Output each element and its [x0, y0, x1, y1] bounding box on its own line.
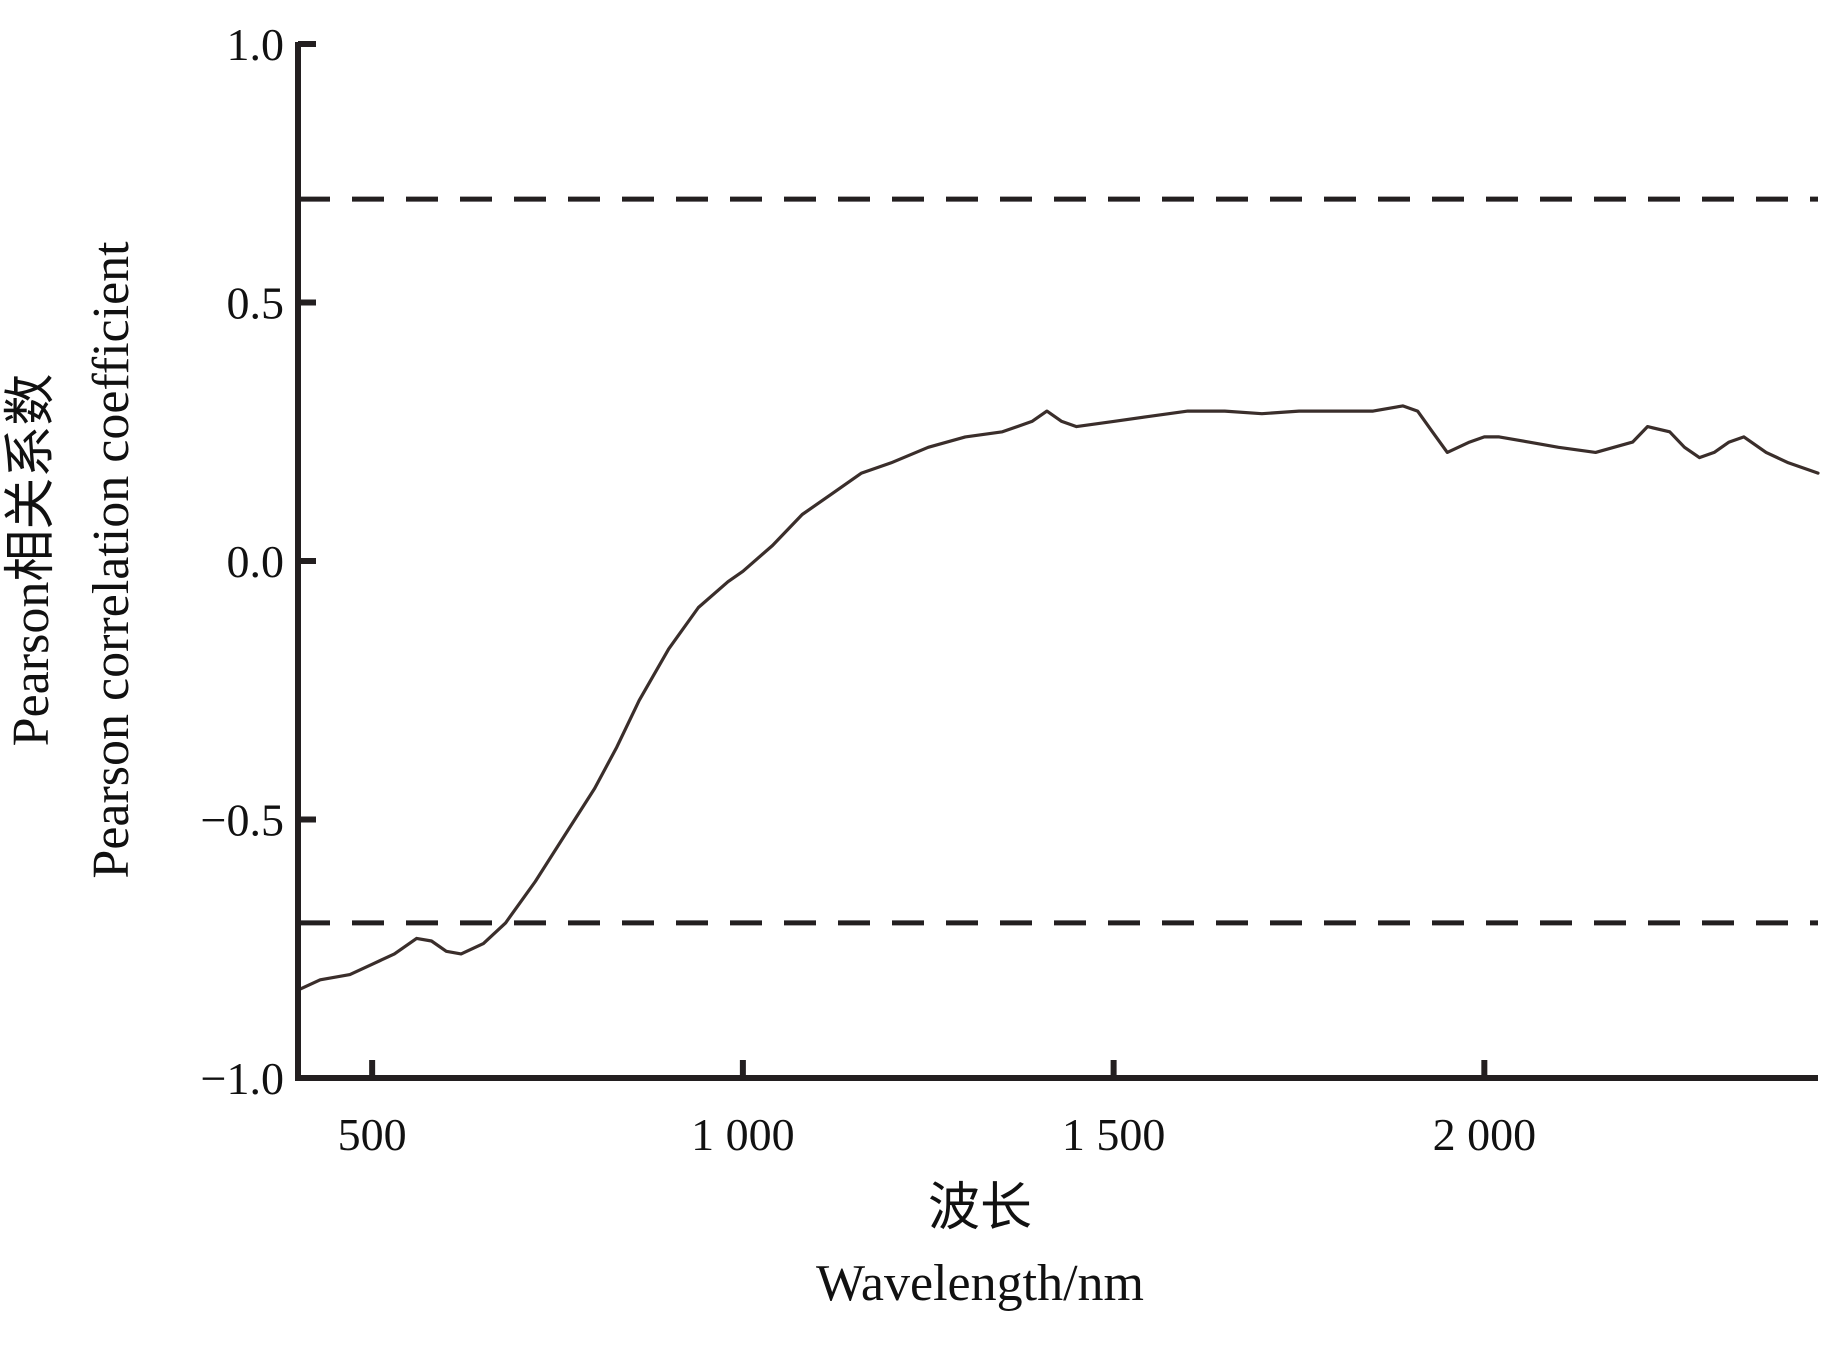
y-tick-label: −1.0 [201, 1053, 284, 1104]
x-tick-label: 1 000 [691, 1109, 795, 1160]
y-tick-label: 1.0 [227, 19, 285, 70]
y-tick-label: 0.5 [227, 278, 285, 329]
y-axis-title-english: Pearson correlation coefficient [83, 241, 140, 879]
y-axis-title-chinese: Pearson相关系数 [3, 374, 60, 747]
ticks: 1.0 0.5 0.0 −0.5 −1.0 500 1 000 1 500 2 000 [201, 19, 1537, 1160]
x-axis-title-chinese: 波长 [928, 1180, 1032, 1237]
x-tick-label: 1 500 [1062, 1109, 1166, 1160]
x-tick-label: 2 000 [1433, 1109, 1537, 1160]
x-axis-title-english: Wavelength/nm [816, 1255, 1144, 1312]
reference-lines [298, 196, 1818, 926]
y-tick-label: −0.5 [201, 795, 284, 846]
y-tick-label: 0.0 [227, 536, 285, 587]
x-tick-label: 500 [338, 1109, 407, 1160]
series-layer [296, 404, 1820, 992]
series-line-0 [296, 404, 1820, 992]
